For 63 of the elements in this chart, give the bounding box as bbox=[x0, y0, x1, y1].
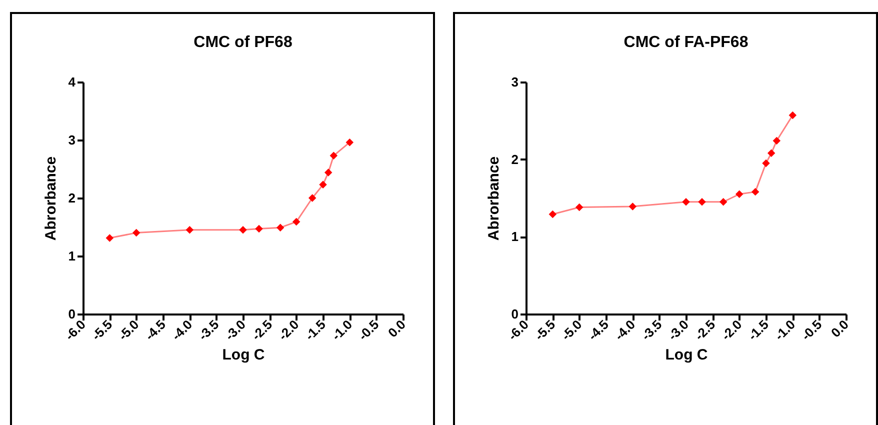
y-tick-label: 4 bbox=[68, 74, 76, 90]
point bbox=[319, 180, 327, 189]
point bbox=[346, 138, 354, 146]
y-tick-label: 3 bbox=[68, 132, 76, 148]
y-tick-label: 1 bbox=[511, 229, 518, 244]
x-tick-label: -3.5 bbox=[195, 316, 222, 344]
point bbox=[255, 224, 263, 233]
x-tick-label: -3.0 bbox=[665, 316, 692, 344]
x-tick-label: -2.5 bbox=[248, 316, 276, 344]
point bbox=[751, 188, 760, 196]
x-tick-label: -0.5 bbox=[798, 316, 825, 344]
x-tick-label: -5.0 bbox=[115, 316, 142, 344]
x-tick-label: -1.5 bbox=[745, 316, 772, 344]
point bbox=[276, 224, 284, 232]
chart-title: CMC of FA-PF68 bbox=[624, 34, 748, 51]
y-tick-label: 0 bbox=[68, 306, 76, 322]
x-tick-label: -4.0 bbox=[168, 316, 196, 344]
x-tick-label: -1.0 bbox=[328, 316, 356, 344]
x-axis-title: Log C bbox=[222, 346, 265, 364]
x-tick-label: -2.5 bbox=[692, 316, 718, 344]
x-tick-label: -2.0 bbox=[275, 316, 302, 344]
point bbox=[762, 159, 770, 168]
point bbox=[628, 202, 637, 210]
point bbox=[308, 194, 316, 202]
x-tick-label: -3.0 bbox=[222, 316, 248, 344]
x-tick-label: -1.0 bbox=[772, 316, 798, 344]
point bbox=[735, 190, 744, 198]
point bbox=[106, 234, 114, 242]
point bbox=[788, 111, 797, 120]
point bbox=[575, 203, 584, 212]
x-tick-label: -4.5 bbox=[585, 316, 612, 344]
point bbox=[772, 136, 781, 145]
point bbox=[330, 152, 338, 160]
x-tick-label: -4.0 bbox=[612, 316, 638, 344]
point bbox=[548, 210, 557, 218]
point bbox=[292, 218, 300, 226]
x-tick-label: -5.0 bbox=[558, 316, 585, 344]
x-tick-label: -5.5 bbox=[532, 316, 558, 344]
point bbox=[767, 149, 776, 158]
point bbox=[698, 198, 706, 206]
y-tick-label: 1 bbox=[68, 248, 76, 264]
y-axis-title: Abrorbance bbox=[485, 156, 502, 241]
chart-title: CMC of PF68 bbox=[194, 34, 292, 51]
point bbox=[324, 168, 332, 176]
x-tick-label: 0.0 bbox=[385, 316, 408, 340]
point bbox=[186, 226, 194, 234]
point bbox=[132, 228, 140, 237]
x-axis-title: Log C bbox=[665, 346, 708, 364]
x-tick-label: -1.5 bbox=[302, 316, 328, 344]
y-axis-title: Abrorbance bbox=[42, 156, 60, 241]
x-tick-label: -5.5 bbox=[88, 316, 116, 344]
x-tick-label: -0.5 bbox=[355, 316, 382, 344]
point bbox=[682, 198, 690, 206]
point bbox=[719, 198, 728, 206]
y-tick-label: 0 bbox=[511, 306, 518, 322]
y-tick-label: 2 bbox=[511, 152, 518, 167]
point bbox=[239, 226, 247, 234]
y-tick-label: 2 bbox=[68, 190, 76, 206]
x-tick-label: -4.5 bbox=[142, 316, 168, 344]
y-tick-label: 3 bbox=[511, 74, 518, 90]
x-tick-label: -2.0 bbox=[718, 316, 745, 344]
x-tick-label: 0.0 bbox=[828, 316, 852, 340]
x-tick-label: -3.5 bbox=[638, 316, 665, 344]
